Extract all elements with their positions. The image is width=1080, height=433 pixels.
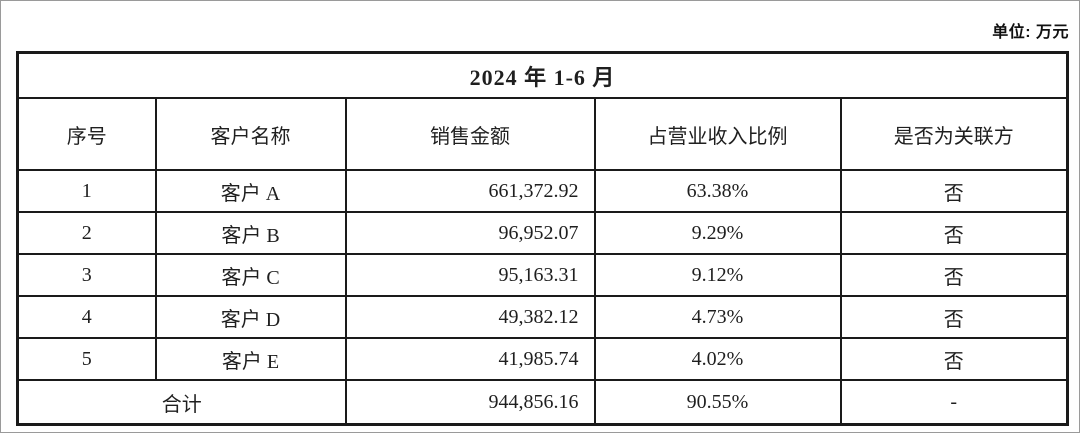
- table-title: 2024 年 1-6 月: [16, 51, 1069, 99]
- total-ratio-cell: 90.55%: [593, 379, 842, 426]
- row-amount-cell: 95,163.31: [344, 253, 596, 297]
- row-related-cell: 否: [839, 295, 1069, 339]
- row-customer-cell: 客户 D: [154, 295, 347, 339]
- row-customer-cell: 客户 E: [154, 337, 347, 381]
- total-label-cell: 合计: [16, 379, 347, 426]
- header-cell-customer: 客户名称: [154, 97, 347, 171]
- header-cell-no: 序号: [16, 97, 157, 171]
- row-customer-cell: 客户 C: [154, 253, 347, 297]
- unit-label: 单位: 万元: [992, 24, 1069, 41]
- row-no-cell: 3: [16, 253, 157, 297]
- row-customer-cell: 客户 A: [154, 169, 347, 213]
- row-amount-cell: 41,985.74: [344, 337, 596, 381]
- row-amount-cell: 96,952.07: [344, 211, 596, 255]
- header-cell-amount: 销售金额: [344, 97, 596, 171]
- table-header-row: 序号 客户名称 销售金额 占营业收入比例 是否为关联方: [16, 97, 1069, 171]
- row-no-cell: 4: [16, 295, 157, 339]
- total-amount-cell: 944,856.16: [344, 379, 596, 426]
- row-customer-cell: 客户 B: [154, 211, 347, 255]
- row-related-cell: 否: [839, 169, 1069, 213]
- row-ratio-cell: 4.73%: [593, 295, 842, 339]
- row-ratio-cell: 4.02%: [593, 337, 842, 381]
- table-row: 1 客户 A 661,372.92 63.38% 否: [16, 169, 1069, 213]
- table-title-row: 2024 年 1-6 月: [16, 51, 1069, 99]
- row-amount-cell: 661,372.92: [344, 169, 596, 213]
- row-amount-cell: 49,382.12: [344, 295, 596, 339]
- table-row: 5 客户 E 41,985.74 4.02% 否: [16, 337, 1069, 381]
- table-row: 2 客户 B 96,952.07 9.29% 否: [16, 211, 1069, 255]
- table-row: 3 客户 C 95,163.31 9.12% 否: [16, 253, 1069, 297]
- row-related-cell: 否: [839, 253, 1069, 297]
- total-related-cell: -: [839, 379, 1069, 426]
- header-cell-ratio: 占营业收入比例: [593, 97, 842, 171]
- row-related-cell: 否: [839, 211, 1069, 255]
- header-cell-related: 是否为关联方: [839, 97, 1069, 171]
- row-ratio-cell: 63.38%: [593, 169, 842, 213]
- table-row: 4 客户 D 49,382.12 4.73% 否: [16, 295, 1069, 339]
- row-ratio-cell: 9.12%: [593, 253, 842, 297]
- row-related-cell: 否: [839, 337, 1069, 381]
- row-no-cell: 2: [16, 211, 157, 255]
- row-no-cell: 5: [16, 337, 157, 381]
- top-customers-table: 2024 年 1-6 月 序号 客户名称 销售金额 占营业收入比例 是否为关联方…: [16, 51, 1069, 426]
- table-total-row: 合计 944,856.16 90.55% -: [16, 379, 1069, 426]
- row-ratio-cell: 9.29%: [593, 211, 842, 255]
- row-no-cell: 1: [16, 169, 157, 213]
